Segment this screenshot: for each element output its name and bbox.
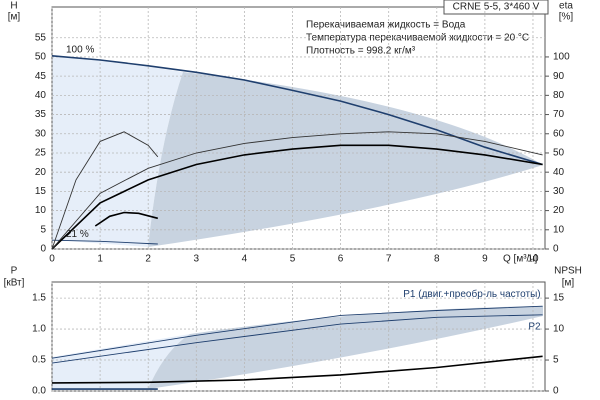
y-tick-label: 5	[40, 224, 46, 235]
y-tick-label: 20	[35, 167, 47, 178]
y-tick-label: 10	[35, 205, 47, 216]
series-line	[51, 55, 543, 166]
y-tick-label: 50	[35, 52, 47, 63]
y-tick-label: 0	[40, 244, 46, 255]
curve-label: P2	[528, 321, 541, 332]
operating-area	[148, 72, 543, 247]
y-tick-label: 40	[35, 90, 47, 101]
annotation: Температура перекачиваемой жидкости = 20…	[306, 33, 529, 44]
y-axis-label: H	[10, 1, 17, 12]
y2-tick-label: 10	[553, 324, 565, 335]
x-tick-label: 8	[434, 254, 440, 265]
y2-tick-label: 80	[553, 90, 565, 101]
chart-title: CRNE 5-5, 3*460 V	[453, 2, 540, 13]
curve-label: 100 %	[66, 44, 94, 55]
y2-axis-unit: [%]	[559, 12, 574, 23]
x-tick-label: 1	[97, 254, 103, 265]
series-line	[51, 144, 543, 250]
title-box	[443, 0, 549, 15]
y2-tick-label: 90	[553, 71, 565, 82]
series-line	[51, 355, 543, 384]
x-tick-label: 9	[482, 254, 488, 265]
x-tick-label: 3	[194, 254, 200, 265]
series-line	[51, 305, 543, 359]
y2-tick-label: 10	[553, 224, 565, 235]
curve-label: 21 %	[66, 229, 89, 240]
y2-tick-label: 60	[553, 128, 565, 139]
y2-axis-label: NPSH	[554, 266, 582, 277]
y2-tick-label: 100	[553, 52, 570, 63]
y-tick-label: 30	[35, 128, 47, 139]
x-axis-label: Q [м³/ч]	[503, 254, 538, 265]
curve-label: P1 (двиг.+преобр-ль частоты)	[403, 288, 540, 300]
y-axis-label: P	[11, 266, 18, 277]
y2-tick-label: 70	[553, 109, 565, 120]
y2-axis-unit: [м]	[562, 278, 575, 289]
y-axis-unit: [м]	[8, 12, 21, 23]
y2-tick-label: 50	[553, 148, 565, 159]
x-tick-label: 6	[338, 254, 344, 265]
x-tick-label: 10	[527, 254, 539, 265]
series-line	[94, 211, 159, 227]
series-line	[51, 239, 158, 245]
annotation: Перекачиваемая жидкость = Вода	[306, 20, 466, 31]
y-tick-label: 0.0	[32, 386, 46, 397]
y-tick-label: 55	[35, 32, 47, 43]
y-tick-label: 35	[35, 109, 47, 120]
y-tick-label: 25	[35, 148, 47, 159]
x-tick-label: 5	[290, 254, 296, 265]
annotation: Плотность = 998.2 кг/м³	[306, 46, 416, 57]
plot-frame	[51, 281, 546, 392]
y2-tick-label: 5	[553, 355, 559, 366]
series-line	[51, 131, 159, 250]
x-tick-label: 0	[49, 254, 55, 265]
y2-tick-label: 15	[553, 293, 565, 304]
series-line	[51, 314, 543, 364]
y2-tick-label: 0	[553, 244, 559, 255]
y2-axis-label: eta	[559, 1, 573, 12]
y-tick-label: 1.0	[32, 324, 46, 335]
x-tick-label: 7	[386, 254, 392, 265]
x-tick-label: 4	[242, 254, 248, 265]
y-tick-label: 1.5	[32, 293, 46, 304]
range-area	[52, 334, 190, 389]
series-line	[51, 131, 543, 250]
range-area	[52, 56, 183, 247]
y2-tick-label: 20	[553, 205, 565, 216]
operating-area	[148, 306, 543, 389]
y-tick-label: 0.5	[32, 355, 46, 366]
y-tick-label: 15	[35, 186, 47, 197]
y2-tick-label: 0	[553, 386, 559, 397]
x-tick-label: 2	[145, 254, 151, 265]
y2-tick-label: 40	[553, 167, 565, 178]
y-axis-unit: [кВт]	[4, 278, 25, 289]
y-tick-label: 45	[35, 71, 47, 82]
y2-tick-label: 30	[553, 186, 565, 197]
